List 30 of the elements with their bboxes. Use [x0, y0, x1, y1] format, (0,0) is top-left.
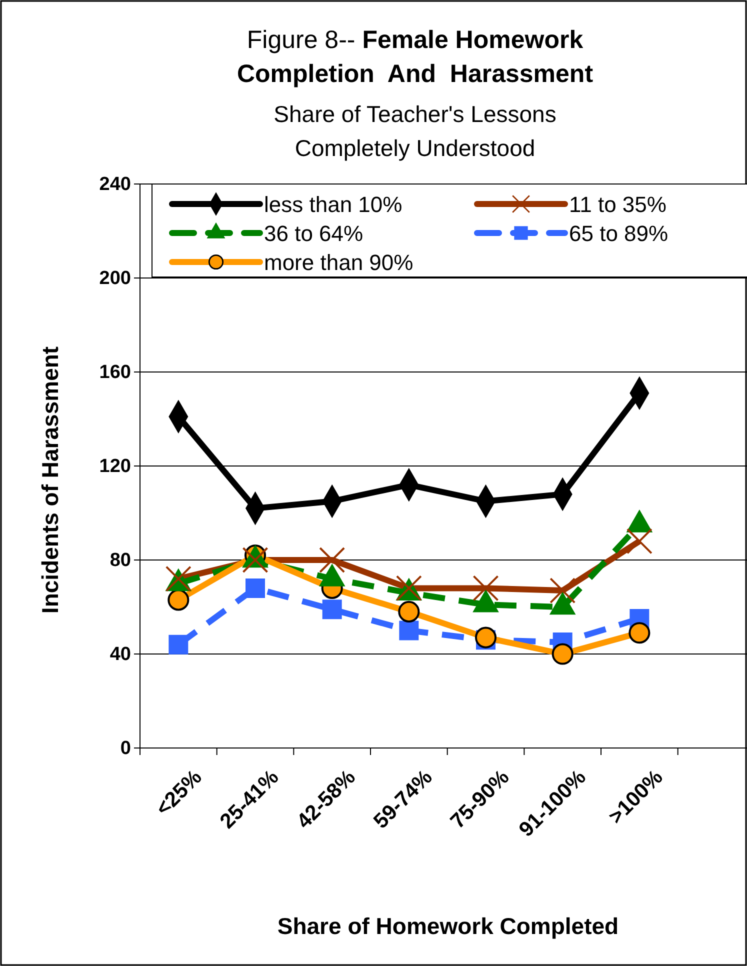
- point: [550, 578, 576, 604]
- point: [552, 643, 574, 665]
- point: [474, 626, 497, 648]
- point: [322, 600, 342, 620]
- y-tick-label: 40: [110, 644, 131, 666]
- point: [472, 575, 499, 602]
- point: [168, 589, 190, 611]
- legend-label: less than 10%: [264, 192, 402, 217]
- chart-subtitle: Share of Teacher's Lessons Completely Understood: [274, 101, 556, 161]
- point: [168, 634, 188, 654]
- y-tick-label: 120: [99, 456, 131, 478]
- y-tick-label: 160: [99, 362, 131, 384]
- y-tick-label: 0: [120, 738, 131, 760]
- legend-label: 11 to 35%: [569, 192, 666, 217]
- point: [626, 528, 652, 554]
- point: [319, 547, 346, 573]
- legend-label: 36 to 64%: [264, 221, 364, 246]
- point: [628, 622, 650, 644]
- y-tick-label: 80: [110, 550, 131, 572]
- x-axis-title: Share of Homework Completed: [277, 913, 619, 939]
- chart-title: Figure 8-- Female Homework Completion And Harassment: [236, 26, 594, 88]
- point: [242, 547, 268, 573]
- point: [246, 578, 265, 598]
- legend-label: 65 to 89%: [569, 221, 668, 246]
- legend-label: more than 90%: [264, 250, 414, 275]
- y-axis-title: Incidents of Harassment: [37, 346, 63, 614]
- y-tick-label: 240: [99, 174, 131, 196]
- point: [398, 600, 420, 622]
- y-tick-label: 200: [99, 268, 131, 290]
- point: [399, 620, 419, 640]
